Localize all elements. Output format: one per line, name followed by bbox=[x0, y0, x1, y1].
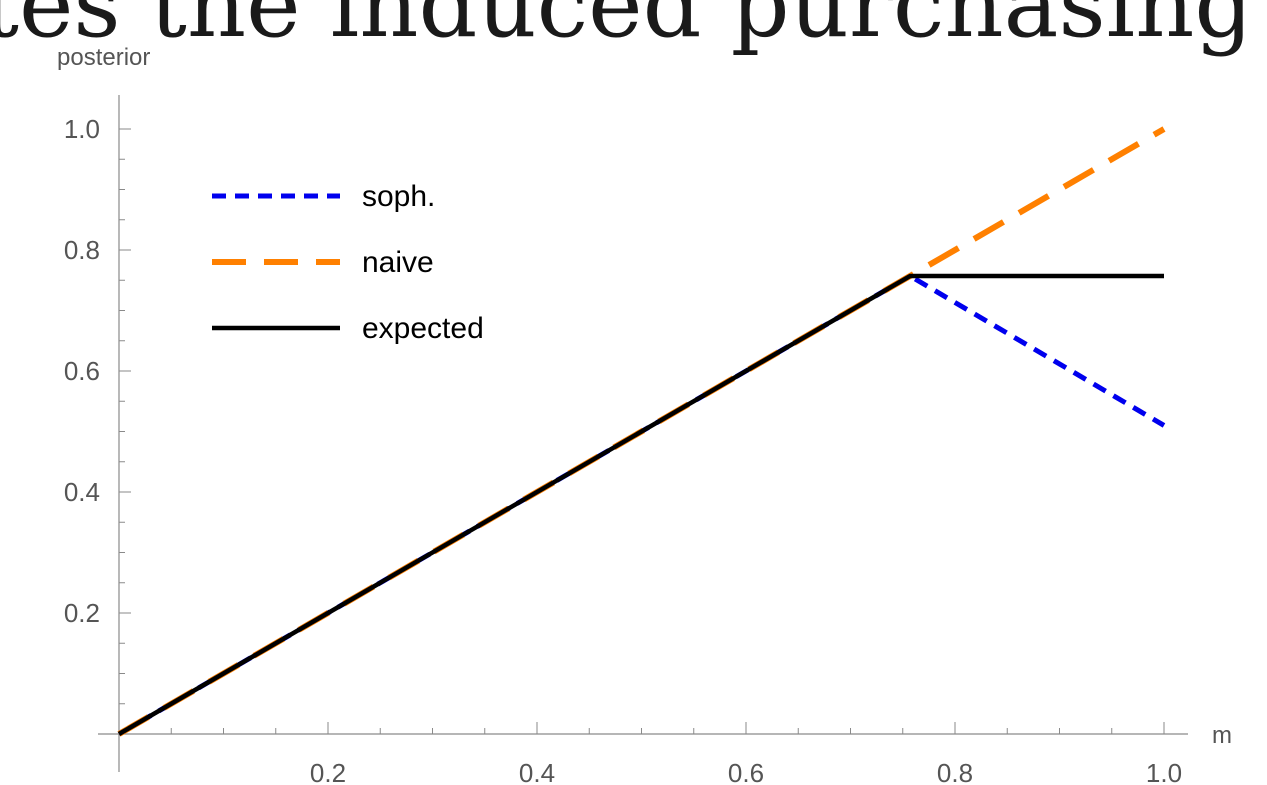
x-tick-label: 0.2 bbox=[310, 758, 346, 785]
y-tick-label: 0.8 bbox=[64, 235, 100, 265]
y-tick-label: 0.2 bbox=[64, 598, 100, 628]
legend-label: expected bbox=[362, 312, 484, 345]
y-tick-label: 0.4 bbox=[64, 477, 100, 507]
series-layer bbox=[117, 126, 1166, 737]
y-tick-label: 1.0 bbox=[64, 114, 100, 144]
banner-text: tes the induced purchasing prob bbox=[0, 0, 1267, 58]
ticks bbox=[119, 128, 1165, 734]
x-tick-label: 0.6 bbox=[728, 758, 764, 785]
tick-labels: 0.2 0.4 0.6 0.8 1.0 0.2 0.4 0.6 0.8 1.0 bbox=[64, 114, 1182, 785]
axes bbox=[98, 95, 1188, 772]
legend-label: naive bbox=[362, 246, 434, 279]
series-line-soph bbox=[117, 273, 1166, 737]
x-tick-label: 1.0 bbox=[1146, 758, 1182, 785]
series-line-expected bbox=[117, 273, 1164, 736]
x-axis-label: m bbox=[1212, 722, 1232, 749]
y-tick-label: 0.6 bbox=[64, 356, 100, 386]
legend: soph. naive expected bbox=[212, 180, 484, 345]
y-axis-label: posterior bbox=[57, 44, 150, 71]
x-tick-label: 0.8 bbox=[937, 758, 973, 785]
legend-label: soph. bbox=[362, 180, 435, 213]
x-tick-label: 0.4 bbox=[519, 758, 555, 785]
